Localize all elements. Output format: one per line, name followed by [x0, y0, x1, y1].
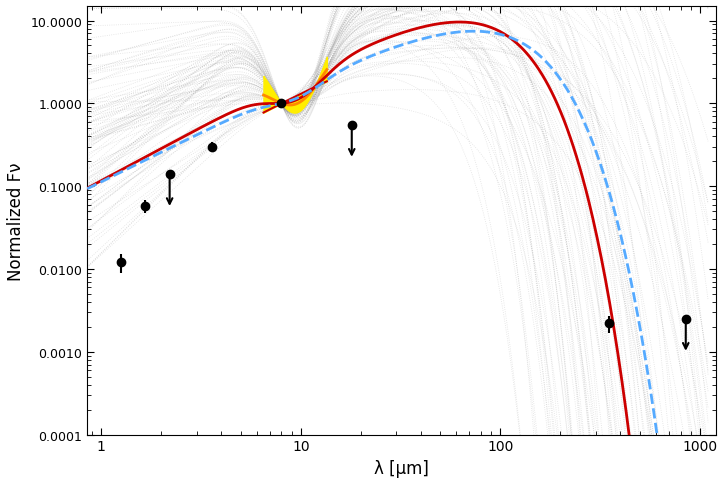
Y-axis label: Normalized Fν: Normalized Fν [7, 162, 25, 280]
X-axis label: λ [μm]: λ [μm] [374, 459, 429, 477]
